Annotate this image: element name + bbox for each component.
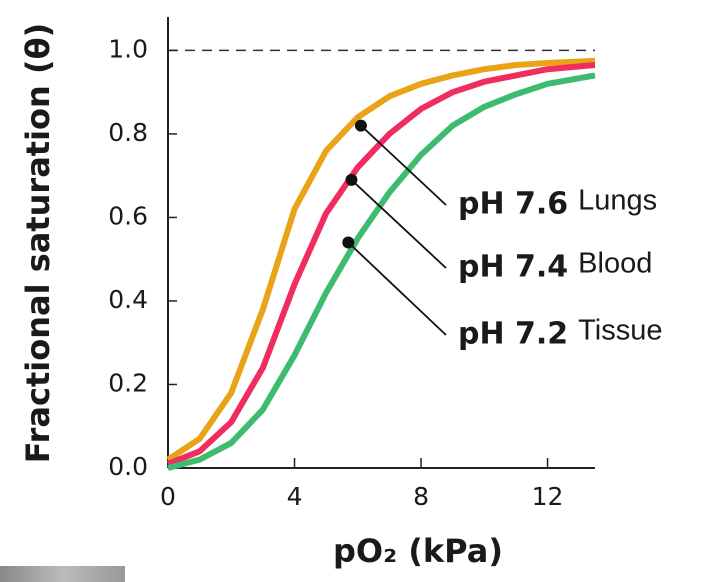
x-axis-label: pO₂ (kPa) bbox=[333, 532, 503, 570]
x-tick-label: 4 bbox=[287, 482, 303, 511]
marker-dot bbox=[345, 173, 358, 186]
leader-line bbox=[350, 179, 447, 269]
marker-dot bbox=[342, 236, 355, 249]
y-tick-label: 1.0 bbox=[108, 34, 148, 63]
x-tick-label: 12 bbox=[532, 482, 564, 511]
series-label: Blood bbox=[578, 248, 652, 280]
x-tick-label: 0 bbox=[160, 482, 176, 511]
series-label: Lungs bbox=[578, 185, 657, 217]
y-tick-label: 0.4 bbox=[108, 285, 148, 314]
curve bbox=[166, 62, 596, 467]
y-tick-label: 0.8 bbox=[108, 118, 148, 147]
y-tick-label: 0.6 bbox=[108, 201, 148, 230]
series-name: pH 7.4 bbox=[458, 250, 568, 285]
curve bbox=[166, 57, 596, 463]
marker-dot bbox=[354, 119, 367, 132]
curve bbox=[167, 72, 596, 471]
x-tick-label: 8 bbox=[413, 482, 429, 511]
series-name: pH 7.6 bbox=[458, 187, 568, 222]
thumbnail bbox=[0, 566, 125, 582]
y-tick-label: 0.0 bbox=[108, 452, 148, 481]
leader-line bbox=[347, 241, 447, 336]
leader-line bbox=[360, 124, 447, 206]
y-tick-label: 0.2 bbox=[108, 368, 148, 397]
series-name: pH 7.2 bbox=[458, 317, 568, 352]
series-label: Tissue bbox=[578, 315, 662, 347]
y-axis-label: Fractional saturation (θ) bbox=[19, 23, 57, 463]
